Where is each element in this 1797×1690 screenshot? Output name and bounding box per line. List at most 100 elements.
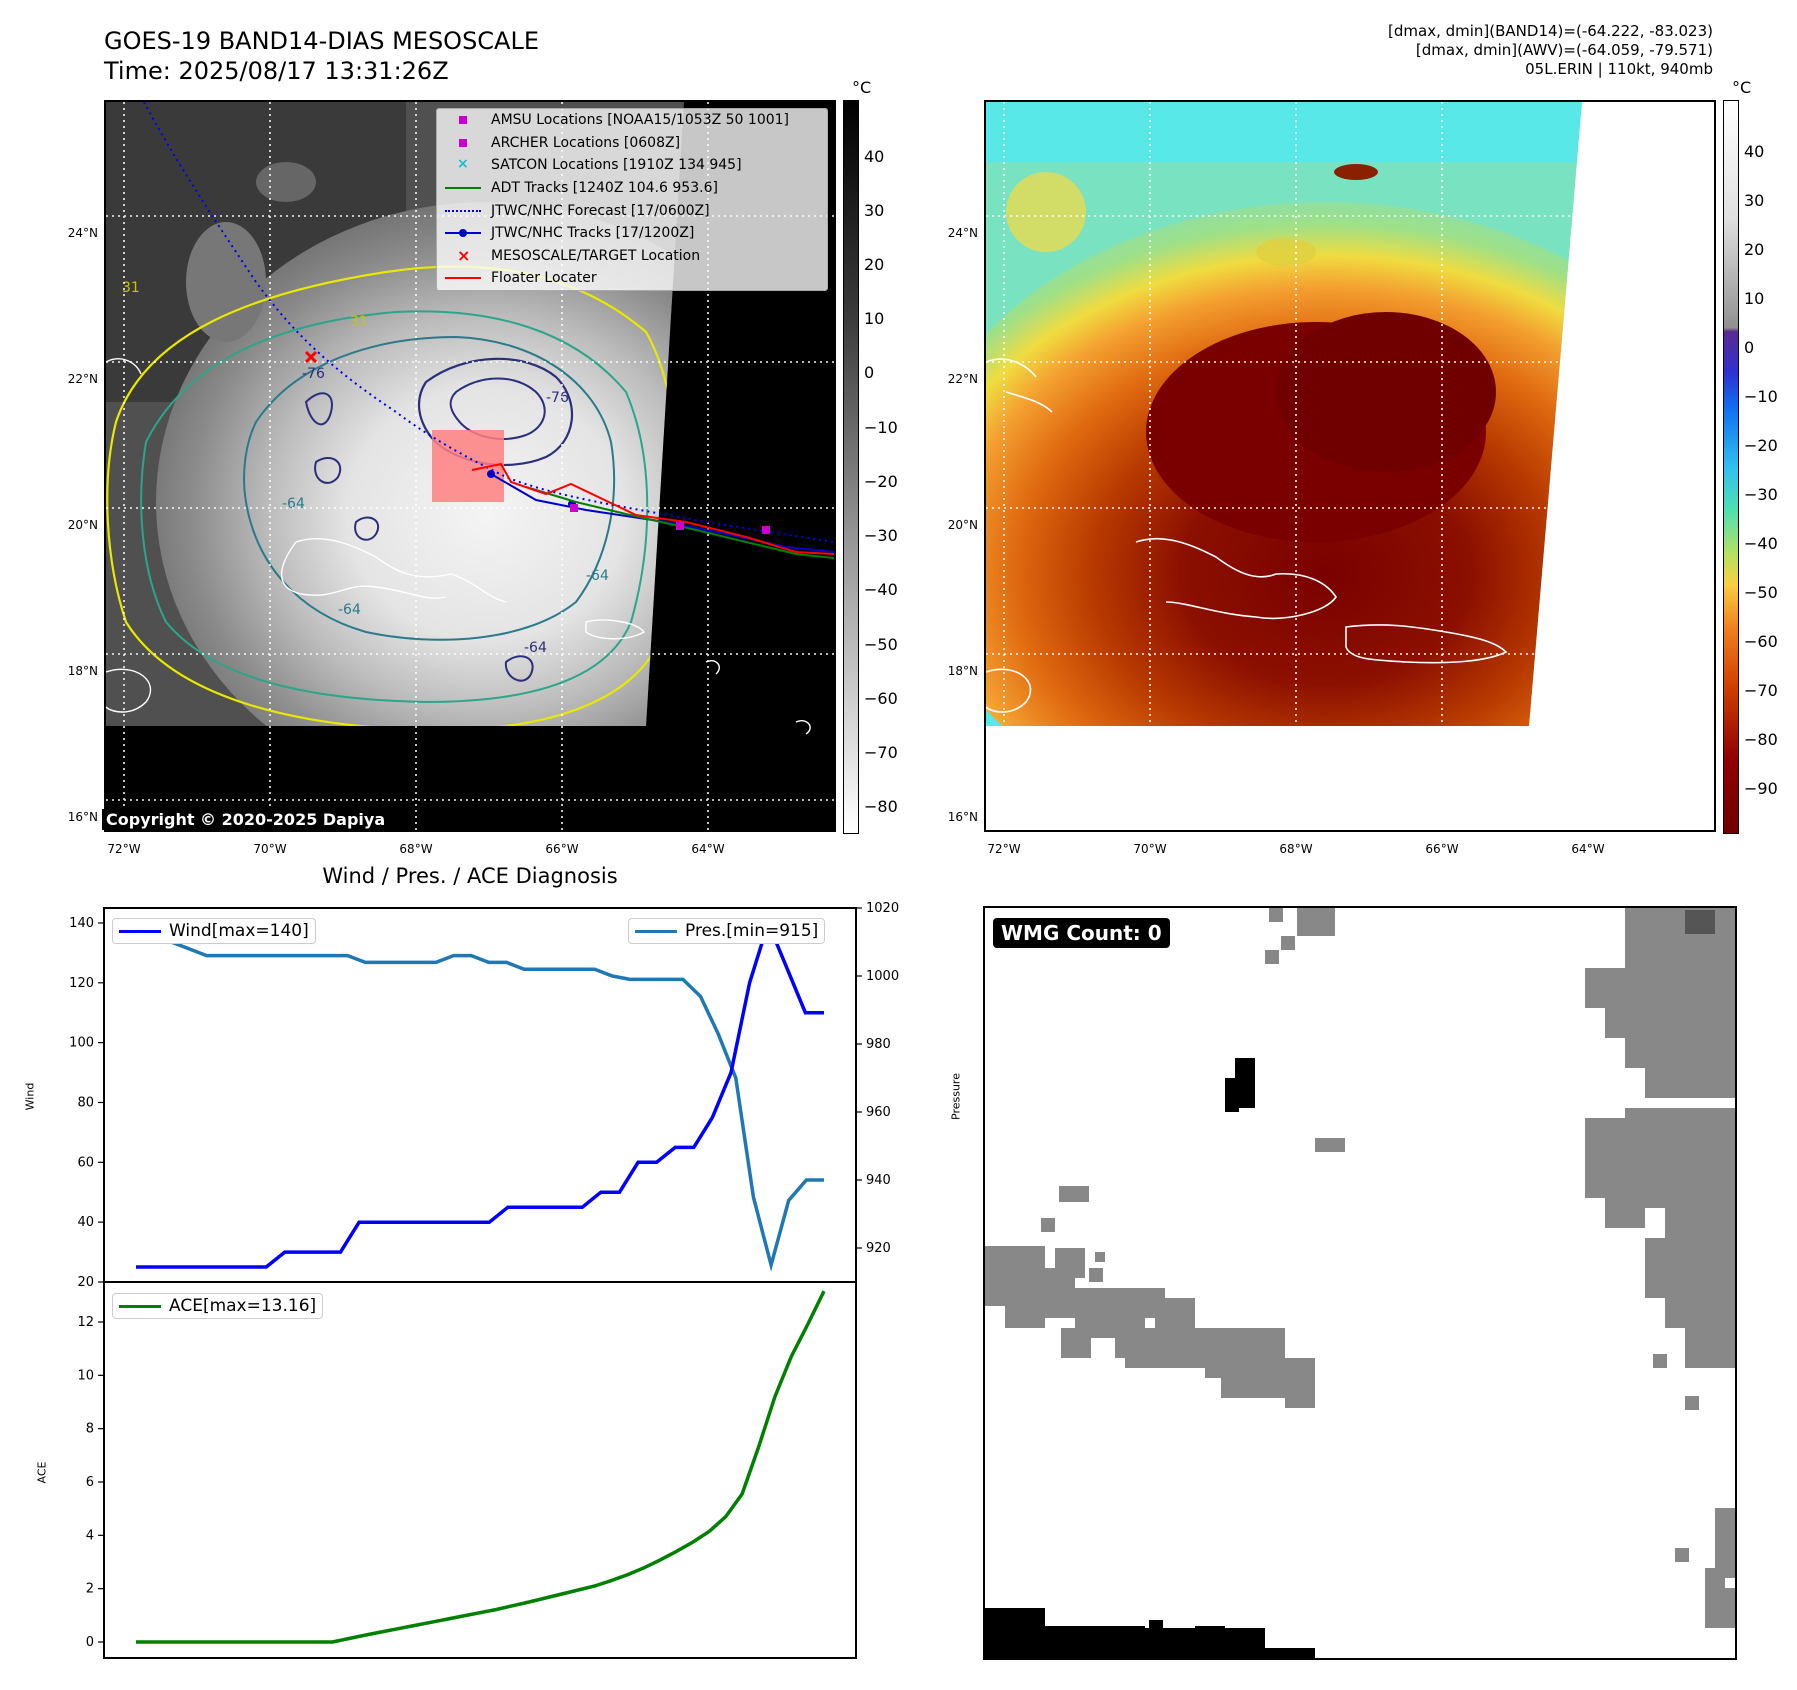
lon-label: 64°W xyxy=(1571,842,1605,856)
colorbar-tick: −70 xyxy=(864,743,898,762)
colorbar-tick: −50 xyxy=(1744,583,1778,602)
lat-label: 16°N xyxy=(67,810,98,824)
wind-tick-label: 40 xyxy=(77,1215,94,1230)
wind-tick-label: 60 xyxy=(77,1155,94,1170)
lat-label: 24°N xyxy=(947,226,978,240)
pressure-axis-label: Pressure xyxy=(949,1073,963,1120)
wind-tick-label: 120 xyxy=(69,976,94,991)
legend-item-floater: Floater Locater xyxy=(437,267,827,290)
colorbar-tick: 20 xyxy=(864,255,885,274)
ace-tick-label: 12 xyxy=(77,1315,94,1330)
figure-title: GOES-19 BAND14-DIAS MESOSCALE Time: 2025… xyxy=(104,26,539,86)
colorbar-tick: −30 xyxy=(1744,485,1778,504)
lat-label: 22°N xyxy=(947,372,978,386)
colorbar-tick: −50 xyxy=(864,635,898,654)
ace-series-line xyxy=(136,1290,826,1644)
lat-label: 16°N xyxy=(947,810,978,824)
colorbar-tick: 10 xyxy=(1744,289,1765,308)
contour-label: -76 xyxy=(302,366,325,382)
lon-label: 72°W xyxy=(987,842,1021,856)
legend-item-target: × MESOSCALE/TARGET Location xyxy=(457,245,701,265)
lon-label: 68°W xyxy=(399,842,433,856)
ace-frame xyxy=(103,1281,857,1659)
wind-tick-label: 100 xyxy=(69,1036,94,1051)
ace-tick-label: 0 xyxy=(86,1635,94,1650)
contour-label: 31 xyxy=(122,280,140,296)
pressure-tick-label: 920 xyxy=(866,1241,891,1256)
legend-item-tracks: JTWC/NHC Tracks [17/1200Z] xyxy=(437,222,827,245)
ir-map-panel: 31 31 -76 -76 -64 -64 -64 -64 xyxy=(104,100,836,832)
legend-item-satcon: × SATCON Locations [1910Z 134 945] xyxy=(457,156,742,174)
wmg-count-badge: WMG Count: 0 xyxy=(993,918,1170,948)
lon-label: 64°W xyxy=(691,842,725,856)
colorbar-tick: −30 xyxy=(864,526,898,545)
colorbar-tick: 30 xyxy=(864,201,885,220)
lat-label: 18°N xyxy=(947,664,978,678)
colorbar-tick: −80 xyxy=(864,797,898,816)
info-line-3: 05L.ERIN | 110kt, 940mb xyxy=(1525,60,1713,78)
lat-label: 20°N xyxy=(67,518,98,532)
pressure-series-line xyxy=(136,923,824,1272)
pressure-tick-label: 960 xyxy=(866,1105,891,1120)
colorbar-right-unit: °C xyxy=(1732,78,1752,97)
colorbar-tick: 10 xyxy=(864,309,885,328)
awv-map-image xyxy=(986,102,1714,830)
colorbar-tick: 20 xyxy=(1744,240,1765,259)
colorbar-tick: −40 xyxy=(1744,534,1778,553)
lat-label: 18°N xyxy=(67,664,98,678)
colorbar-tick: 0 xyxy=(1744,338,1755,357)
wmg-panel xyxy=(983,906,1737,1660)
colorbar-tick: 30 xyxy=(1744,191,1765,210)
colorbar-left xyxy=(843,100,859,834)
lon-label: 66°W xyxy=(1425,842,1459,856)
contour-label: -64 xyxy=(586,568,609,584)
diagnosis-title: Wind / Pres. / ACE Diagnosis xyxy=(322,864,618,888)
legend-item-amsu: AMSU Locations [NOAA15/1053Z 50 1001] xyxy=(437,109,827,132)
wind-legend-swatch xyxy=(119,929,161,933)
wind-axis-label: Wind xyxy=(23,1082,37,1111)
info-line-2: [dmax, dmin](AWV)=(-64.059, -79.571) xyxy=(1415,41,1713,59)
storm-info: [dmax, dmin](BAND14)=(-64.222, -83.023) … xyxy=(1388,22,1713,79)
info-line-1: [dmax, dmin](BAND14)=(-64.222, -83.023) xyxy=(1388,22,1713,40)
colorbar-tick: −20 xyxy=(1744,436,1778,455)
ace-tick-label: 8 xyxy=(86,1422,94,1437)
contour-label: 31 xyxy=(350,314,368,330)
ace-legend-swatch xyxy=(119,1304,161,1308)
contour-label: -64 xyxy=(524,640,547,656)
colorbar-tick: −90 xyxy=(1744,779,1778,798)
contour-label: -64 xyxy=(338,602,361,618)
wind-legend: Wind[max=140] xyxy=(112,918,316,944)
lon-label: 70°W xyxy=(253,842,287,856)
ace-tick-label: 10 xyxy=(77,1368,94,1383)
copyright-label: Copyright © 2020-2025 Dapiya xyxy=(102,809,390,830)
colorbar-tick: 40 xyxy=(864,147,885,166)
lat-label: 20°N xyxy=(947,518,978,532)
ace-tick-label: 2 xyxy=(86,1582,94,1597)
colorbar-tick: 0 xyxy=(864,363,875,382)
title-line-2: Time: 2025/08/17 13:31:26Z xyxy=(104,57,449,85)
legend-item-forecast: JTWC/NHC Forecast [17/0600Z] xyxy=(437,199,827,222)
awv-map-panel xyxy=(984,100,1716,832)
colorbar-tick: −60 xyxy=(864,689,898,708)
lon-label: 72°W xyxy=(107,842,141,856)
pressure-legend: Pres.[min=915] xyxy=(628,918,826,944)
wind-tick-label: 20 xyxy=(77,1275,94,1290)
lat-label: 24°N xyxy=(67,226,98,240)
wind-tick-label: 140 xyxy=(69,916,94,931)
legend-item-adt: ADT Tracks [1240Z 104.6 953.6] xyxy=(437,177,827,200)
colorbar-tick: 40 xyxy=(1744,142,1765,161)
pressure-tick-label: 940 xyxy=(866,1173,891,1188)
pressure-tick-label: 1000 xyxy=(866,969,899,984)
lon-label: 66°W xyxy=(545,842,579,856)
colorbar-tick: −10 xyxy=(864,418,898,437)
wmg-mask-image xyxy=(985,908,1735,1658)
wind-tick-label: 80 xyxy=(77,1095,94,1110)
lat-label: 22°N xyxy=(67,372,98,386)
lon-label: 68°W xyxy=(1279,842,1313,856)
ace-legend: ACE[max=13.16] xyxy=(112,1293,324,1319)
colorbar-tick: −10 xyxy=(1744,387,1778,406)
ace-axis-label: ACE xyxy=(35,1461,49,1484)
wind-pressure-frame xyxy=(103,907,857,1283)
map-legend: AMSU Locations [NOAA15/1053Z 50 1001] AR… xyxy=(436,108,828,291)
ace-tick-label: 4 xyxy=(86,1528,94,1543)
